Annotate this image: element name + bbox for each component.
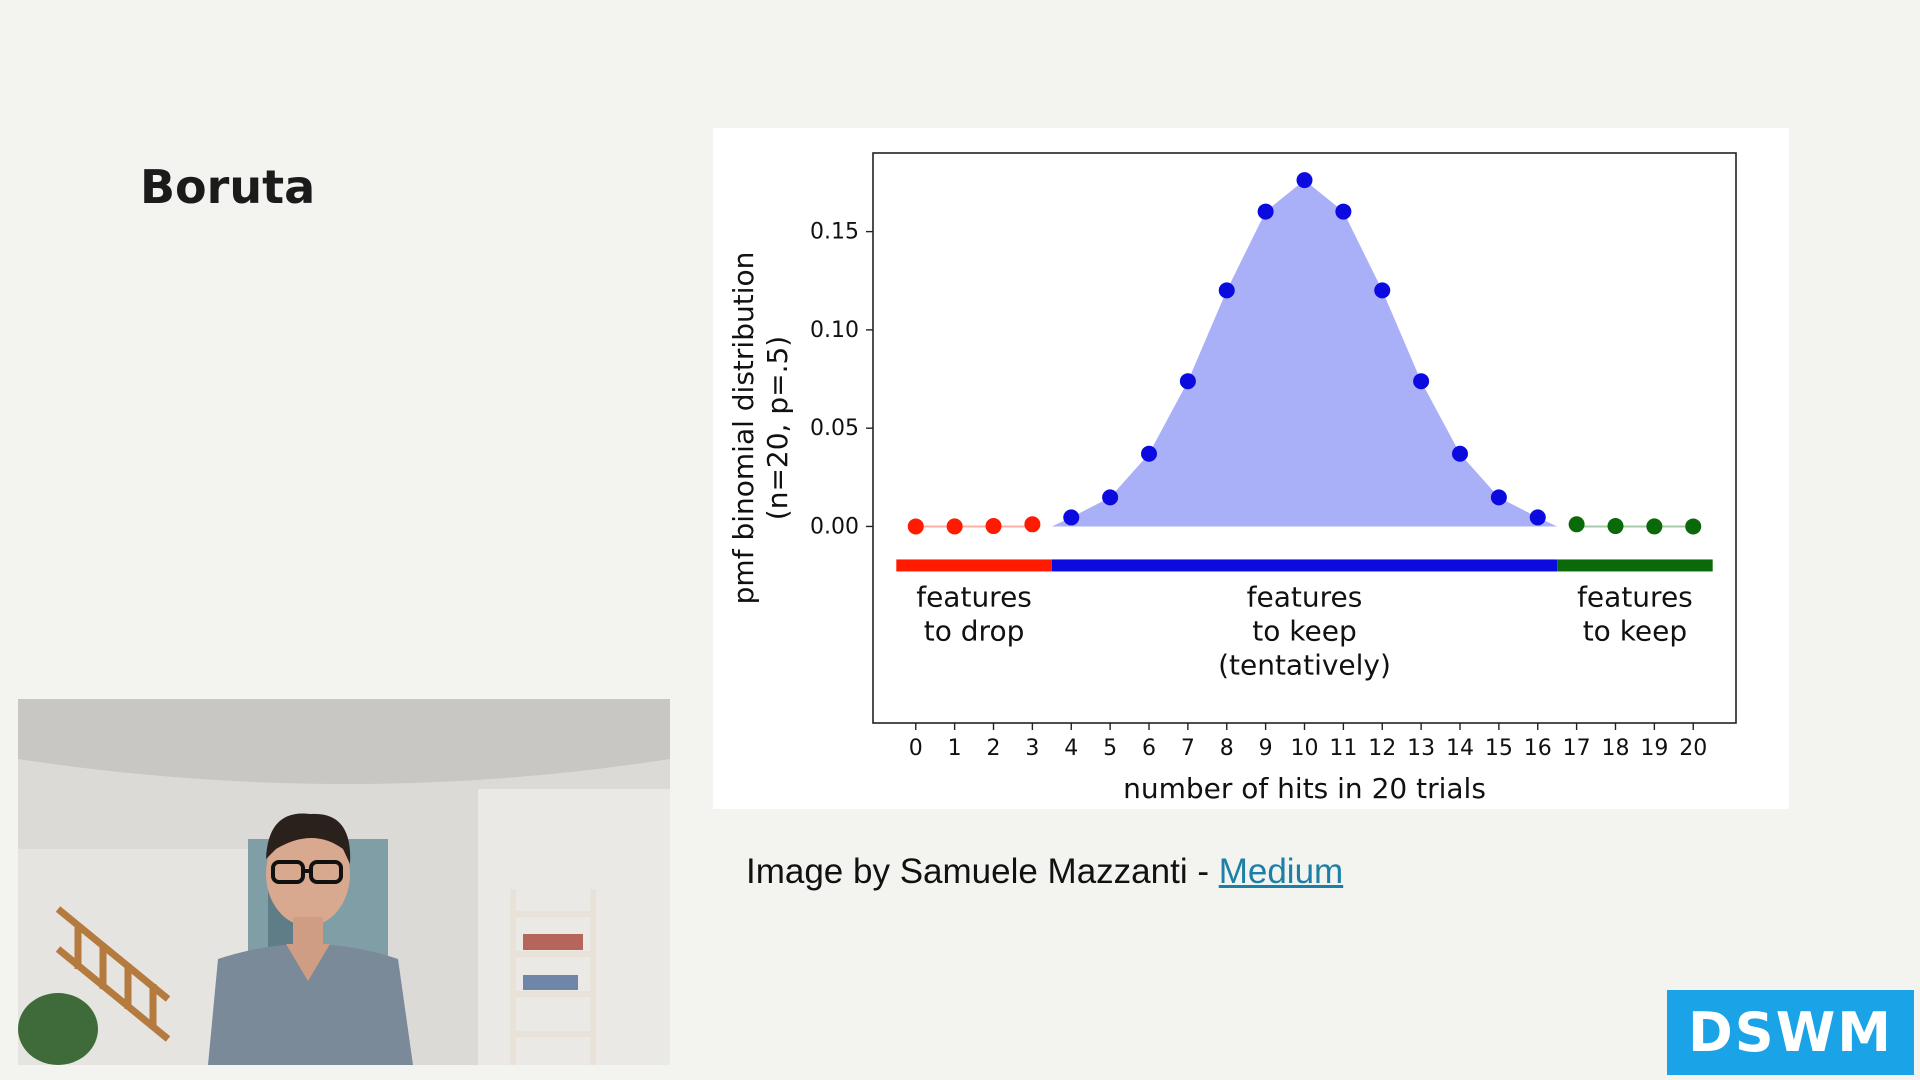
dswm-logo: DSWM	[1667, 990, 1914, 1075]
x-tick-label: 14	[1446, 736, 1474, 761]
y-tick-label: 0.00	[810, 514, 859, 539]
x-tick-label: 6	[1142, 736, 1156, 761]
region-label: to keep	[1583, 614, 1687, 647]
data-point	[1529, 509, 1546, 526]
x-tick-label: 20	[1679, 736, 1707, 761]
x-axis-label: number of hits in 20 trials	[1123, 772, 1486, 805]
region-label: (tentatively)	[1218, 648, 1391, 681]
data-point	[1218, 282, 1235, 299]
x-tick-label: 18	[1601, 736, 1629, 761]
x-tick-label: 0	[909, 736, 923, 761]
data-point	[985, 518, 1002, 535]
x-tick-label: 8	[1220, 736, 1234, 761]
region-label: features	[916, 580, 1032, 613]
data-point	[1451, 445, 1468, 462]
x-tick-label: 15	[1485, 736, 1513, 761]
data-point	[1024, 516, 1041, 533]
x-tick-label: 4	[1064, 736, 1078, 761]
x-tick-label: 17	[1563, 736, 1591, 761]
x-tick-label: 13	[1407, 736, 1435, 761]
data-point	[1141, 445, 1158, 462]
data-point	[1296, 172, 1313, 189]
image-credit: Image by Samuele Mazzanti - Medium	[746, 852, 1343, 892]
x-tick-label: 11	[1329, 736, 1357, 761]
data-point	[1413, 373, 1430, 390]
tentative-area-fill	[1051, 180, 1558, 527]
x-tick-label: 12	[1368, 736, 1396, 761]
x-tick-label: 1	[948, 736, 962, 761]
binomial-pmf-chart: 0.000.050.100.15 0 1 2 3 4 5 6 7 8 9 10 11 12 13 14 15 1…	[727, 152, 1737, 805]
data-point	[946, 518, 963, 535]
medium-link[interactable]: Medium	[1218, 852, 1344, 891]
data-point	[1335, 203, 1352, 220]
y-axis-label: pmf binomial distribution	[727, 252, 760, 605]
data-point	[1257, 203, 1274, 220]
data-point	[1568, 516, 1585, 533]
region-label: features	[1247, 580, 1363, 613]
region-label: features	[1577, 580, 1693, 613]
x-tick-label: 3	[1025, 736, 1039, 761]
x-tick-label: 9	[1259, 736, 1273, 761]
y-axis-label: (n=20, p=.5)	[761, 336, 794, 520]
y-tick-label: 0.05	[810, 416, 859, 441]
y-tick-label: 0.15	[810, 220, 859, 245]
data-point	[1490, 489, 1507, 506]
region-bar	[1557, 559, 1713, 572]
data-point	[907, 518, 924, 535]
region-bar	[896, 559, 1052, 572]
webcam-video-frame	[18, 699, 670, 1065]
data-point	[1374, 282, 1391, 299]
presenter-webcam	[18, 699, 670, 1065]
x-tick-label: 19	[1640, 736, 1668, 761]
y-tick-label: 0.10	[810, 318, 859, 343]
slide-title: Boruta	[140, 160, 316, 214]
data-point	[1685, 518, 1702, 535]
x-tick-label: 16	[1524, 736, 1552, 761]
x-tick-label: 7	[1181, 736, 1195, 761]
data-point	[1063, 509, 1080, 526]
region-bar	[1051, 559, 1558, 572]
region-label: to keep	[1252, 614, 1356, 647]
x-tick-label: 5	[1103, 736, 1117, 761]
data-point	[1607, 518, 1624, 535]
x-tick-label: 10	[1291, 736, 1319, 761]
data-point	[1179, 373, 1196, 390]
data-point	[1646, 518, 1663, 535]
region-label: to drop	[924, 614, 1025, 647]
credit-text: Image by Samuele Mazzanti -	[746, 852, 1219, 891]
chart-panel: 0.00 0.05 0.10 0.15 0 1 2 3 4 5 6 7 8 9 10 11 12 13 14 15 1…	[713, 128, 1789, 809]
data-point	[1102, 489, 1119, 506]
x-tick-label: 2	[987, 736, 1001, 761]
